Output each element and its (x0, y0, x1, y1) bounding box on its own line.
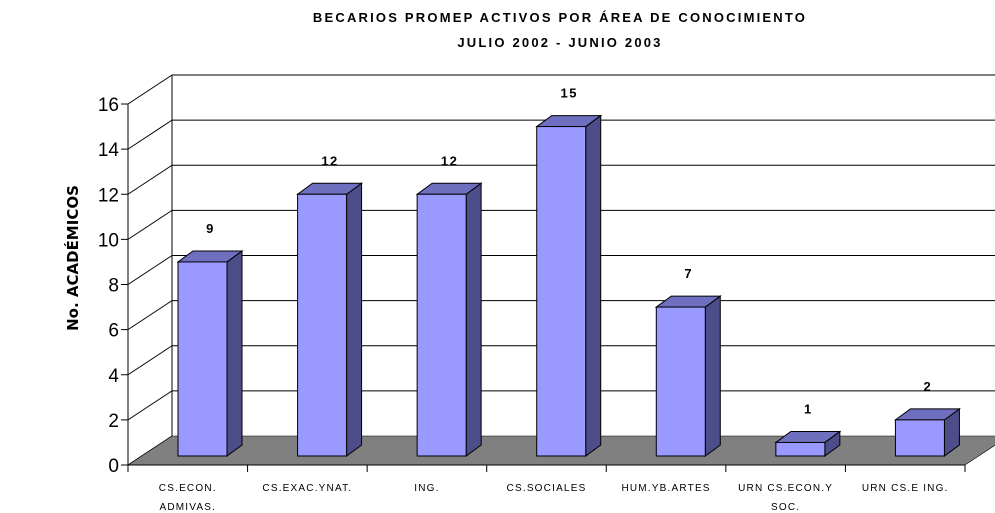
bar-side (465, 182, 482, 457)
x-tick-label: CS.ECON. ADMIVAS. (159, 483, 217, 513)
y-axis: 0 2 4 6 8 10 12 14 16 (98, 95, 129, 477)
data-label: 9 (206, 221, 215, 236)
gridline-side (127, 390, 173, 421)
y-tick-label: 10 (98, 230, 119, 251)
y-tick-label: 4 (108, 366, 119, 387)
chart-title: BECARIOS PROMEP ACTIVOS POR ÁREA DE CONO… (313, 10, 807, 25)
x-tick-label: URN CS.ECON.Y SOC. (738, 483, 833, 513)
bar (296, 182, 364, 457)
x-tick-labels: CS.ECON. ADMIVAS. CS.EXAC.YNAT. ING. CS.SOCI… (159, 483, 949, 513)
y-tick-label: 6 (108, 321, 119, 342)
x-tick-label: CS.SOCIALES (507, 483, 587, 494)
bar-front (775, 441, 826, 457)
bars (176, 114, 961, 457)
bar (774, 430, 842, 457)
bar (893, 407, 961, 457)
bar-front (177, 261, 228, 457)
gridline-side (127, 74, 173, 105)
bar-front (655, 306, 706, 457)
gridline-side (127, 255, 173, 285)
data-label: 7 (684, 266, 693, 281)
bar (415, 182, 483, 457)
bar-side (226, 249, 243, 457)
gridline-side (127, 164, 173, 195)
x-tick-label-line: URN CS.E ING. (862, 483, 949, 494)
y-tick-label: 16 (98, 95, 119, 116)
bar (654, 295, 722, 457)
data-label: 2 (924, 379, 933, 394)
bar-front (536, 126, 587, 457)
x-tick-label: ING. (414, 483, 439, 494)
x-tick-label: URN CS.E ING. (862, 483, 949, 494)
gridline-side (127, 300, 173, 331)
bar (176, 249, 244, 457)
bar-front (894, 419, 945, 457)
data-label: 12 (441, 153, 458, 168)
bar-side (585, 114, 602, 457)
gridline-side (127, 119, 173, 150)
bar-front (416, 193, 467, 457)
x-tick-label-line: HUM.YB.ARTES (621, 483, 710, 494)
data-label: 1 (804, 401, 813, 416)
x-tick-label-line: CS.EXAC.YNAT. (262, 483, 352, 494)
bar-side (346, 182, 363, 457)
x-tick-label: CS.EXAC.YNAT. (262, 483, 352, 494)
x-axis (127, 464, 966, 472)
x-tick-label-line: SOC. (771, 502, 800, 513)
data-label: 15 (560, 86, 577, 101)
gridline-side (127, 345, 173, 376)
y-tick-label: 8 (108, 276, 119, 297)
y-tick-label: 0 (108, 456, 119, 477)
y-tick-label: 2 (108, 411, 119, 432)
x-tick-label: HUM.YB.ARTES (621, 483, 710, 494)
bar-side (704, 295, 721, 457)
bar-front (297, 193, 348, 457)
gridline-side (127, 209, 173, 240)
y-axis-title: No. ACADÉMICOS (63, 185, 82, 331)
y-tick-label: 14 (98, 140, 120, 161)
data-label: 12 (321, 153, 338, 168)
x-tick-label-line: CS.ECON. (159, 483, 217, 494)
chart-subtitle: JULIO 2002 - JUNIO 2003 (457, 35, 662, 50)
bar (535, 114, 603, 457)
y-tick-label: 12 (98, 185, 119, 206)
x-tick-label-line: ADMIVAS. (159, 502, 216, 513)
x-tick-label-line: CS.SOCIALES (507, 483, 587, 494)
x-tick-label-line: ING. (414, 483, 439, 494)
x-tick-label-line: URN CS.ECON.Y (738, 483, 833, 494)
